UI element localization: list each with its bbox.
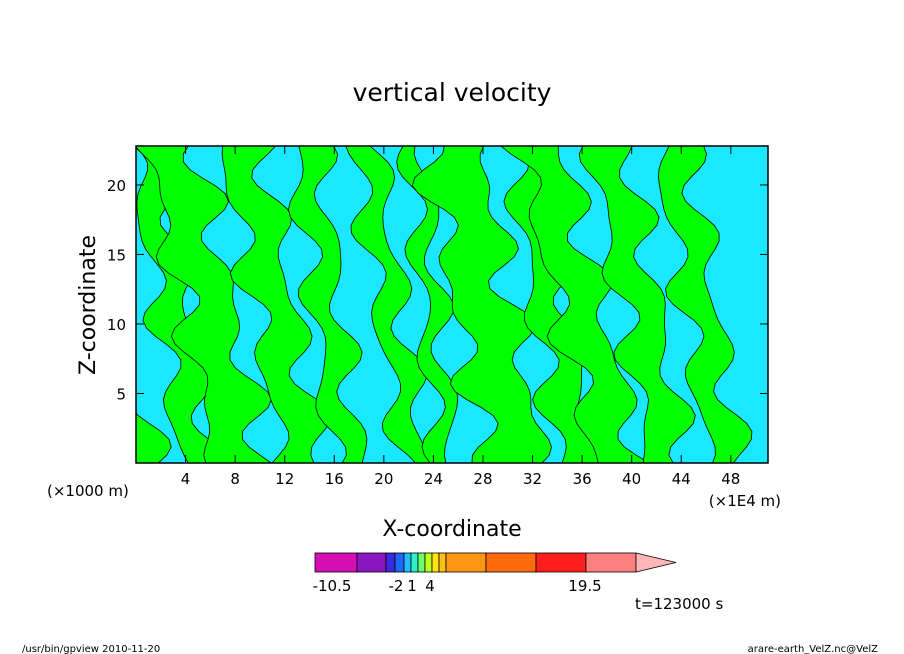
x-tick-label: 4 xyxy=(181,470,191,488)
positive-velocity-band xyxy=(221,146,332,463)
colorbar-label: 19.5 xyxy=(568,577,601,595)
colorbar-segment xyxy=(403,552,412,573)
x-tick-label: 20 xyxy=(374,470,393,488)
x-tick-label: 24 xyxy=(424,470,443,488)
colorbar-segment xyxy=(445,552,487,573)
colorbar-segment xyxy=(424,552,433,573)
time-label: t=123000 s xyxy=(635,595,723,613)
colorbar-segment xyxy=(438,552,447,573)
positive-velocity-band xyxy=(136,412,172,463)
x-tick-label: 44 xyxy=(672,470,691,488)
footer-right: arare-earth_VelZ.nc@VelZ xyxy=(748,644,879,654)
colorbar-arrow xyxy=(635,552,677,573)
y-axis-ticks: 5 10 15 20 xyxy=(107,177,768,403)
positive-velocity-regions xyxy=(136,146,753,463)
y-tick-label: 15 xyxy=(107,246,126,264)
colorbar-label: -10.5 xyxy=(313,577,352,595)
colorbar-label: -2 xyxy=(389,577,404,595)
x-tick-label: 28 xyxy=(473,470,492,488)
colorbar-label: 1 xyxy=(407,577,417,595)
x-axis-label: X-coordinate xyxy=(382,517,521,542)
x-tick-label: 40 xyxy=(622,470,641,488)
x-tick-label: 12 xyxy=(275,470,294,488)
positive-velocity-band xyxy=(396,146,459,463)
x-tick-label: 36 xyxy=(573,470,592,488)
plot-area xyxy=(136,146,768,463)
positive-velocity-band xyxy=(500,146,650,463)
positive-velocity-band xyxy=(287,146,368,463)
colorbar-tick-labels: -10.5 -2 1 4 19.5 xyxy=(313,577,602,595)
colorbar-label: 4 xyxy=(425,577,435,595)
colorbar-segment xyxy=(314,552,358,573)
footer-left: /usr/bin/gpview 2010-11-20 xyxy=(22,644,160,654)
positive-velocity-band xyxy=(658,146,753,463)
chart-title: vertical velocity xyxy=(353,78,552,107)
colorbar-segment xyxy=(535,552,587,573)
positive-velocity-band xyxy=(411,146,552,463)
x-tick-label: 16 xyxy=(325,470,344,488)
colorbar-segment xyxy=(417,552,426,573)
y-tick-label: 20 xyxy=(107,177,126,195)
x-tick-label: 32 xyxy=(523,470,542,488)
colorbar-segment xyxy=(394,552,405,573)
x-unit-label: (×1000 m) xyxy=(47,482,129,500)
colorbar-segment xyxy=(431,552,440,573)
y-tick-label: 5 xyxy=(116,385,126,403)
y-tick-label: 10 xyxy=(107,316,126,334)
x-exponent-label: (×1E4 m) xyxy=(709,492,781,510)
y-axis-label: Z-coordinate xyxy=(76,235,101,375)
colorbar-segment xyxy=(410,552,419,573)
positive-velocity-band xyxy=(136,146,272,463)
x-tick-label: 48 xyxy=(721,470,740,488)
colorbar-segment xyxy=(356,552,387,573)
x-tick-label: 8 xyxy=(230,470,240,488)
colorbar-segment xyxy=(585,552,637,573)
positive-velocity-band xyxy=(578,146,696,463)
colorbar xyxy=(314,552,677,573)
colorbar-segment xyxy=(385,552,396,573)
colorbar-segment xyxy=(485,552,537,573)
plot-frame xyxy=(135,145,769,464)
x-axis-ticks: 4 8 12 16 20 24 28 32 36 40 44 48 xyxy=(181,146,740,488)
